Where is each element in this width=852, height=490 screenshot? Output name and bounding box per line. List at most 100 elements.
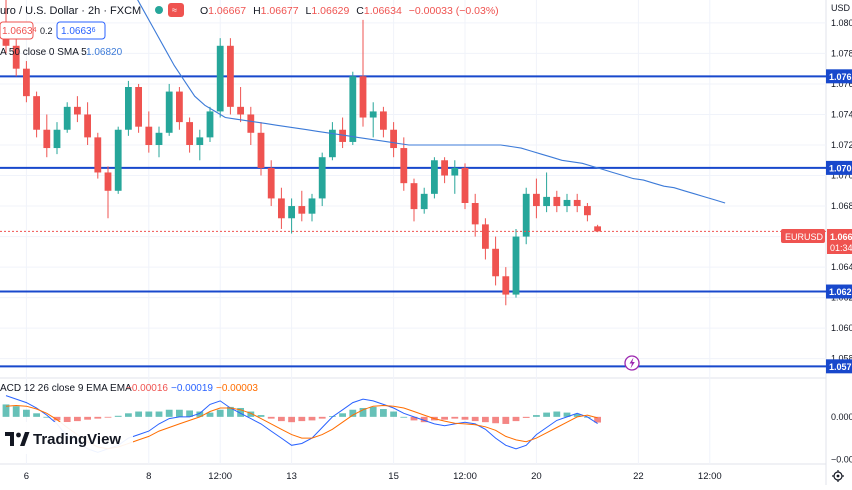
macd-histogram-bar bbox=[74, 416, 81, 422]
support-resistance-lines bbox=[0, 75, 826, 368]
gear-icon[interactable] bbox=[832, 470, 844, 482]
macd-histogram-bar bbox=[155, 411, 163, 417]
macd-histogram-bar bbox=[512, 416, 520, 422]
macd-histogram-bar bbox=[23, 409, 30, 417]
macd-histogram-bar bbox=[176, 409, 183, 417]
lightning-icon[interactable] bbox=[624, 355, 640, 371]
macd-histogram-bar bbox=[308, 416, 316, 421]
macd-histogram-bar bbox=[594, 416, 601, 423]
tradingview-logo: TradingView bbox=[0, 422, 133, 454]
macd-histogram-bar bbox=[63, 416, 71, 423]
candle-up bbox=[329, 129, 336, 158]
candle-down bbox=[43, 129, 51, 149]
sell-button[interactable] bbox=[0, 21, 34, 40]
candle-down bbox=[278, 198, 285, 219]
candle-down bbox=[533, 193, 540, 207]
macd-histogram-bar bbox=[298, 416, 306, 422]
macd-histogram-bar bbox=[12, 406, 20, 417]
symbol-badge-text: EURUSD bbox=[785, 232, 824, 242]
candle-down bbox=[186, 122, 193, 145]
macd-histogram-bar bbox=[257, 415, 265, 417]
candle-down bbox=[247, 114, 255, 133]
sma-legend[interactable]: A 50 close 0 SMA 5 1.06820 bbox=[0, 47, 123, 58]
time-tick-label: 20 bbox=[531, 471, 542, 482]
macd-histogram-bar bbox=[165, 409, 173, 417]
macd-histogram-bar bbox=[339, 413, 346, 417]
level-label-bg bbox=[826, 69, 852, 84]
candle-down bbox=[573, 199, 581, 207]
macd-histogram-bar bbox=[533, 415, 540, 417]
macd-histogram-bar bbox=[563, 412, 571, 417]
level-label-bg bbox=[826, 359, 852, 374]
price-tick-label: 1.072 bbox=[831, 140, 852, 150]
macd-histogram-bar bbox=[267, 416, 275, 419]
macd-histogram-bar bbox=[186, 410, 193, 417]
macd-histogram-bar bbox=[145, 411, 153, 417]
trade-buttons[interactable]: 1.06634 0.2 1.06636 bbox=[0, 21, 106, 40]
candle-up bbox=[125, 87, 132, 130]
sma-50-polyline bbox=[137, 0, 726, 204]
candle-down bbox=[94, 137, 102, 173]
candle-up bbox=[349, 76, 357, 142]
candle-down bbox=[237, 106, 244, 115]
macd-histogram-bar bbox=[380, 409, 387, 417]
candle-up bbox=[543, 196, 550, 207]
symbol-badge-bg bbox=[781, 229, 825, 243]
indicator-badge[interactable] bbox=[168, 3, 184, 17]
time-axis[interactable]: 6 8 12:00 13 15 12:00 20 22 12:00 bbox=[24, 471, 722, 482]
candle-down bbox=[502, 276, 510, 295]
candle-down bbox=[594, 226, 601, 232]
candle-down bbox=[390, 129, 397, 149]
sma-50-line bbox=[137, 0, 726, 204]
candle-down bbox=[492, 248, 499, 277]
time-tick-label: 8 bbox=[146, 471, 151, 482]
candle-up bbox=[308, 198, 316, 214]
macd-histogram-bar bbox=[482, 416, 489, 423]
macd-legend[interactable]: ACD 12 26 close 9 EMA EMA −0.00016 −0.00… bbox=[0, 383, 258, 394]
time-tick-label: 12:00 bbox=[208, 471, 232, 482]
macd-signal-value: −0.00003 bbox=[216, 383, 258, 394]
macd-histogram-bar bbox=[553, 411, 561, 417]
spread-value: 0.2 bbox=[40, 26, 53, 36]
time-tick-label: 15 bbox=[388, 471, 399, 482]
macd-histogram-bar bbox=[522, 416, 530, 418]
macd-histogram-bar bbox=[461, 416, 469, 420]
level-label-bg bbox=[826, 284, 852, 299]
candle-down bbox=[104, 172, 112, 191]
time-tick-label: 12:00 bbox=[453, 471, 477, 482]
macd-histogram-bar bbox=[420, 416, 428, 423]
macd-histogram-bar bbox=[216, 409, 224, 417]
level-label: 1.076 bbox=[829, 72, 852, 82]
candle-up bbox=[216, 45, 224, 112]
macd-histogram-bar bbox=[349, 409, 357, 417]
buy-button[interactable] bbox=[56, 21, 106, 40]
grid-layer bbox=[0, 0, 826, 464]
candle-down bbox=[298, 206, 306, 214]
macd-histogram-bar bbox=[359, 407, 367, 417]
level-label: 1.057 bbox=[829, 362, 852, 372]
macd-histogram-bar bbox=[135, 411, 142, 417]
currency-label[interactable]: USD bbox=[831, 3, 851, 13]
candle-up bbox=[563, 199, 571, 207]
level-labels: 1.076 1.070 1.062 1.057 bbox=[826, 69, 852, 374]
price-tick-label: 1.070 bbox=[831, 171, 852, 181]
candle-down bbox=[33, 96, 40, 130]
price-tick-label: 1.078 bbox=[831, 48, 852, 58]
macd-histogram-bar bbox=[84, 416, 91, 420]
candle-up bbox=[512, 236, 520, 295]
level-label-bg bbox=[826, 160, 852, 175]
buy-price: 1.06636 bbox=[61, 26, 96, 37]
sma-label[interactable]: A 50 close 0 SMA 5 bbox=[0, 47, 87, 58]
candle-up bbox=[206, 111, 214, 138]
candle-down bbox=[176, 91, 183, 123]
time-tick-label: 6 bbox=[24, 471, 29, 482]
legend-header[interactable]: uro / U.S. Dollar · 2h · FXCM ≈ O1.06667… bbox=[0, 3, 499, 17]
symbol-title[interactable]: uro / U.S. Dollar · 2h · FXCM bbox=[0, 5, 141, 17]
candle-down bbox=[553, 196, 561, 207]
macd-tick-label: 0.000 bbox=[831, 412, 852, 422]
macd-label[interactable]: ACD 12 26 close 9 EMA EMA bbox=[0, 383, 132, 394]
candle-down bbox=[23, 68, 30, 97]
candle-down bbox=[339, 129, 346, 142]
